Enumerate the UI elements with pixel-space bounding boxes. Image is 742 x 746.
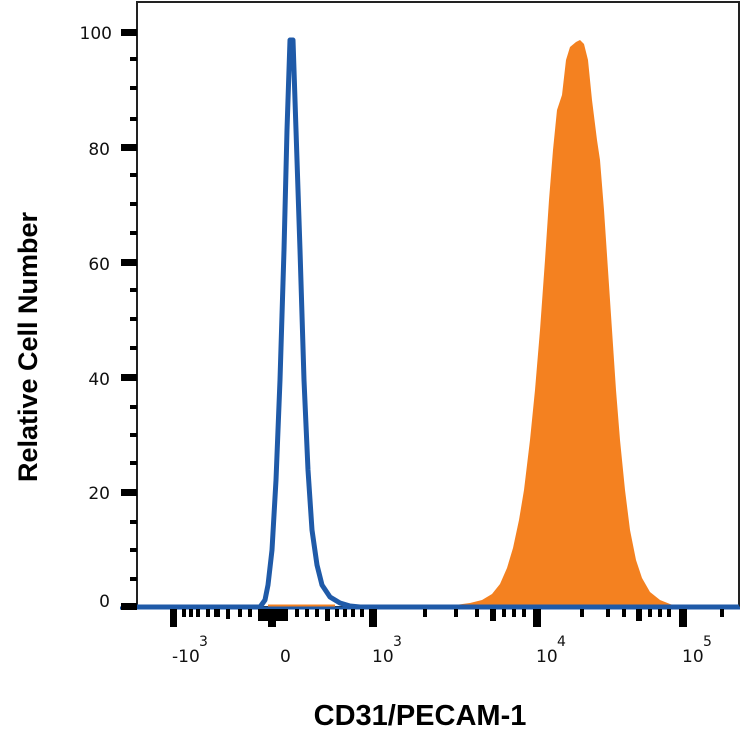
- x-tick-label-base: 10: [682, 647, 704, 667]
- x-tick-label-exp: 5: [703, 634, 712, 650]
- x-tick-label-base: -10: [172, 647, 200, 667]
- y-tick-label: 100: [80, 24, 112, 44]
- stained-histogram-fill: [447, 40, 680, 607]
- x-axis-label: CD31/PECAM-1: [313, 700, 527, 732]
- y-tick-labels: 100 80 60 40 20 0: [80, 24, 112, 612]
- y-tick-label: 40: [88, 370, 110, 390]
- x-tick-label-exp: 4: [557, 634, 566, 650]
- x-axis-ticks: [170, 609, 724, 627]
- y-tick-label: 0: [99, 592, 110, 612]
- x-tick-label-base: 10: [372, 647, 394, 667]
- y-tick-label: 60: [88, 255, 110, 275]
- x-tick-label-exp: 3: [199, 634, 208, 650]
- x-tick-label-exp: 3: [393, 634, 402, 650]
- isotype-histogram-line: [137, 37, 739, 610]
- y-axis-ticks: [121, 29, 137, 610]
- x-tick-label-base: 10: [536, 647, 558, 667]
- x-tick-label-base: 0: [280, 647, 291, 667]
- y-axis-label: Relative Cell Number: [13, 211, 43, 483]
- y-tick-label: 80: [88, 140, 110, 160]
- x-tick-labels: -10 3 0 10 3 10 4 10 5: [172, 634, 712, 667]
- y-tick-label: 20: [88, 484, 110, 504]
- plot-frame: [136, 1, 740, 608]
